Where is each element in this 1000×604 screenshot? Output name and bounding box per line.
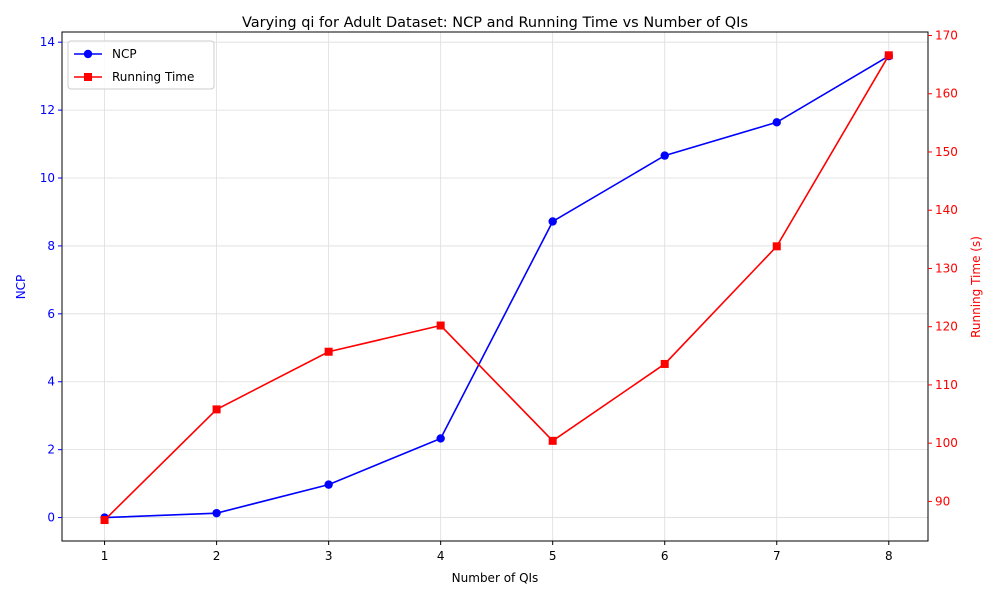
ncp-point (548, 217, 557, 226)
left-y-tick-label: 2 (47, 443, 55, 457)
x-tick-label: 5 (549, 549, 557, 563)
ncp-point (772, 118, 781, 127)
ncp-point (212, 508, 221, 518)
axes: 1 2 3 4 5 6 7 802468101214901001101201301401501… (40, 28, 958, 563)
right-y-tick-label: 140 (935, 203, 958, 217)
right-y-tick-label: 130 (935, 261, 958, 275)
running-time-point (548, 436, 557, 445)
legend-running-time-label: Running Time (112, 70, 194, 84)
ncp-point (324, 480, 333, 489)
x-tick-label: 4 (437, 549, 445, 563)
chart-title: Varying qi for Adult Dataset: NCP and Ru… (242, 15, 748, 31)
left-y-tick-label: 8 (47, 239, 55, 253)
right-y-axis-label: Running Time (s) (969, 236, 983, 338)
ncp-point (660, 151, 669, 160)
running-time-point (212, 405, 221, 414)
running-time-line (104, 54, 890, 521)
left-y-tick-label: 14 (40, 35, 55, 49)
legend-ncp-marker (83, 49, 93, 59)
left-y-tick-label: 4 (47, 375, 55, 389)
left-y-tick-label: 10 (40, 171, 55, 185)
x-axis-label: Number of QIs (452, 571, 539, 585)
left-y-tick-label: 12 (40, 103, 55, 117)
x-tick-label: 1 (101, 549, 109, 563)
legend-ncp-label: NCP (112, 47, 137, 61)
running-time-point (100, 516, 109, 525)
right-y-tick-label: 100 (935, 436, 958, 450)
plot-frame (61, 31, 929, 542)
series-layer (100, 51, 893, 525)
left-y-axis-label: NCP (14, 275, 28, 300)
left-y-tick-label: 0 (47, 511, 55, 525)
running-time-point (660, 359, 669, 368)
right-y-tick-label: 120 (935, 320, 958, 334)
running-time-point (324, 347, 333, 356)
x-tick-label: 2 (213, 549, 221, 563)
grid (62, 32, 928, 541)
right-y-tick-label: 170 (935, 28, 958, 42)
x-tick-label: 3 (325, 549, 333, 563)
running-time-point (884, 51, 893, 60)
right-y-tick-label: 110 (935, 378, 958, 392)
right-y-tick-label: 160 (935, 87, 958, 101)
right-y-tick-label: 150 (935, 145, 958, 159)
legend-running-time-marker (84, 73, 92, 81)
x-tick-label: 8 (885, 549, 893, 563)
ncp-line (104, 55, 890, 519)
running-time-point (772, 242, 781, 251)
legend-box (67, 40, 215, 90)
x-tick-label: 6 (661, 549, 669, 563)
running-time-point (436, 321, 445, 330)
x-tick-label: 7 (773, 549, 781, 563)
left-y-tick-label: 6 (47, 307, 55, 321)
ncp-point (436, 434, 445, 443)
right-y-tick-label: 90 (935, 494, 950, 508)
legend: NCP Running Time (67, 40, 215, 90)
